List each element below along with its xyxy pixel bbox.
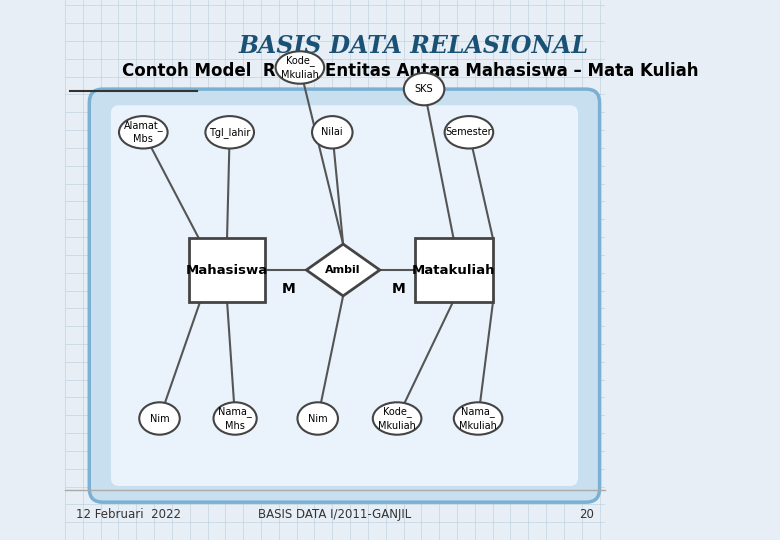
Text: 20: 20: [580, 508, 594, 521]
FancyBboxPatch shape: [111, 105, 578, 486]
Text: Tgl_lahir: Tgl_lahir: [209, 127, 250, 138]
Ellipse shape: [445, 116, 493, 148]
Ellipse shape: [312, 116, 353, 148]
Text: BASIS DATA I/2011-GANJIL: BASIS DATA I/2011-GANJIL: [258, 508, 412, 521]
Text: Mkuliah: Mkuliah: [378, 421, 416, 430]
Bar: [415, 238, 493, 302]
Text: M: M: [282, 282, 296, 296]
FancyBboxPatch shape: [89, 89, 600, 502]
Text: Nama_: Nama_: [461, 407, 495, 417]
Ellipse shape: [454, 402, 502, 435]
Text: Kode_: Kode_: [285, 56, 314, 66]
Text: Alamat_: Alamat_: [123, 120, 163, 131]
Ellipse shape: [119, 116, 168, 148]
Text: Nim: Nim: [308, 414, 328, 423]
Ellipse shape: [373, 402, 421, 435]
Text: Mhs: Mhs: [225, 421, 245, 430]
Text: Ambil: Ambil: [325, 265, 361, 275]
Ellipse shape: [275, 51, 324, 84]
Text: Mkuliah: Mkuliah: [281, 70, 319, 79]
Text: BASIS DATA RELASIONAL: BASIS DATA RELASIONAL: [239, 34, 589, 58]
Ellipse shape: [205, 116, 254, 148]
Text: Nilai: Nilai: [321, 127, 343, 137]
Text: Matakuliah: Matakuliah: [412, 264, 495, 276]
Text: Nama_: Nama_: [218, 407, 252, 417]
Text: Mbs: Mbs: [133, 134, 153, 144]
Text: Nim: Nim: [150, 414, 169, 423]
Text: Contoh Model  Relasi Entitas Antara Mahasiswa – Mata Kuliah: Contoh Model Relasi Entitas Antara Mahas…: [122, 62, 698, 80]
Text: M: M: [392, 282, 406, 296]
Text: Semester: Semester: [445, 127, 492, 137]
Ellipse shape: [140, 402, 179, 435]
Text: Mkuliah: Mkuliah: [459, 421, 497, 430]
Bar: [190, 238, 264, 302]
Text: SKS: SKS: [415, 84, 434, 94]
Text: 12 Februari  2022: 12 Februari 2022: [76, 508, 181, 521]
Ellipse shape: [404, 73, 445, 105]
Text: Kode_: Kode_: [383, 407, 412, 417]
Ellipse shape: [214, 402, 257, 435]
Text: Mahasiswa: Mahasiswa: [186, 264, 268, 276]
Ellipse shape: [297, 402, 338, 435]
Polygon shape: [307, 244, 380, 296]
